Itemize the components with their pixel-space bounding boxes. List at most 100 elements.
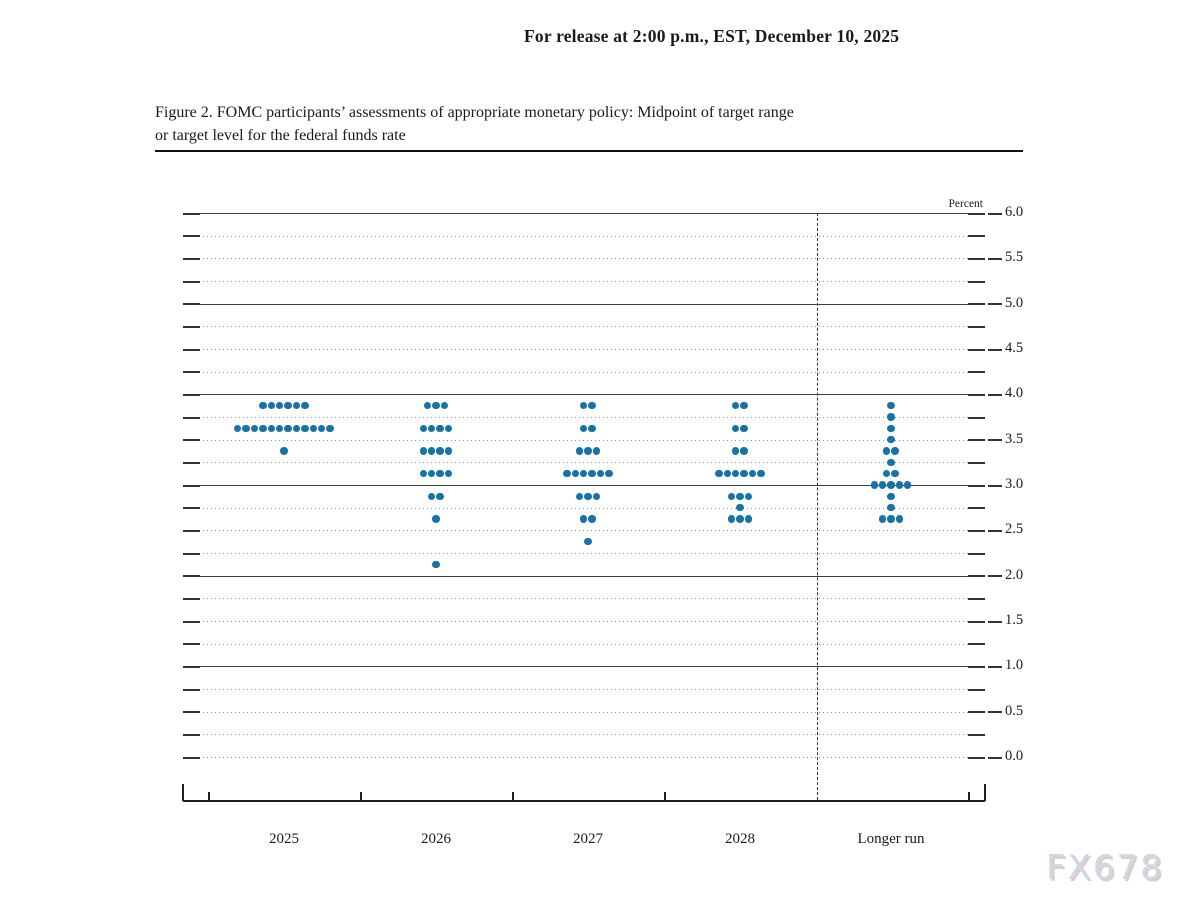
fomc-dot <box>318 424 326 433</box>
gridline <box>183 258 985 260</box>
fomc-dot <box>584 447 592 455</box>
fomc-dot <box>309 424 317 433</box>
fomc-dot <box>267 424 276 433</box>
y-tick-right <box>968 303 985 306</box>
y-tick-left <box>183 416 200 419</box>
dots-2026-2.625 <box>432 515 440 523</box>
gridline <box>183 666 985 668</box>
y-axis-label: 1.5 <box>1005 612 1024 628</box>
fomc-dot <box>732 424 740 433</box>
fomc-dot <box>584 537 592 546</box>
y-tick-right <box>968 461 985 464</box>
y-tick-left <box>183 439 200 442</box>
fomc-dot <box>592 492 601 501</box>
fomc-dot <box>878 515 887 523</box>
dots-longer-run-3.625 <box>887 424 895 433</box>
fomc-dot <box>732 469 740 478</box>
gridline <box>183 575 985 577</box>
y-tick-label-dash <box>988 620 1002 623</box>
fomc-dot <box>234 424 242 433</box>
fomc-dot <box>276 424 284 433</box>
y-tick-right <box>968 439 985 442</box>
gridline <box>183 462 985 464</box>
y-axis-label: 0.0 <box>1005 748 1024 764</box>
dots-2028-2.625 <box>727 515 753 523</box>
fomc-dot <box>904 481 912 489</box>
y-tick-left <box>183 280 200 283</box>
gridline <box>183 394 985 396</box>
dots-longer-run-3.375 <box>883 447 899 455</box>
y-tick-right <box>968 711 985 714</box>
fomc-dot <box>326 424 334 433</box>
watermark: FX678 <box>1046 848 1164 888</box>
fomc-dot <box>280 447 288 455</box>
fomc-dot <box>432 560 440 569</box>
category-label: 2025 <box>269 831 299 847</box>
dots-2026-2.875 <box>428 492 444 501</box>
y-tick-left <box>183 688 200 691</box>
y-tick-label-dash <box>988 756 1002 759</box>
dots-longer-run-3.5 <box>887 435 895 444</box>
fomc-dot <box>563 469 571 478</box>
fomc-dot <box>444 469 453 478</box>
y-tick-right <box>968 393 985 396</box>
fomc-dot <box>419 424 428 433</box>
fomc-dot <box>883 447 891 455</box>
y-tick-right <box>968 416 985 419</box>
gridline <box>183 326 985 328</box>
fomc-dot <box>428 447 436 455</box>
y-tick-right <box>968 733 985 736</box>
gridline <box>183 417 985 418</box>
y-tick-left <box>183 212 200 215</box>
gridline <box>183 371 985 373</box>
y-tick-right <box>968 529 985 532</box>
fomc-dot <box>736 492 744 501</box>
y-tick-right <box>968 643 985 646</box>
fomc-dot <box>588 515 596 523</box>
dots-2027-2.875 <box>575 492 601 501</box>
y-tick-label-dash <box>988 257 1002 260</box>
x-axis-tick <box>360 792 362 801</box>
fomc-dot <box>276 401 284 410</box>
y-axis-label: 2.0 <box>1005 566 1024 583</box>
dots-longer-run-3.75 <box>887 413 895 421</box>
y-tick-left <box>183 461 200 464</box>
fomc-dot <box>428 424 436 433</box>
fomc-dot <box>428 469 436 478</box>
dots-2025-3.625 <box>234 424 334 433</box>
y-tick-label-dash <box>988 212 1002 215</box>
x-axis-tick <box>664 792 666 801</box>
fomc-dot <box>748 469 757 478</box>
fomc-dot <box>887 401 895 410</box>
gridline <box>183 553 985 554</box>
y-tick-left <box>183 665 200 668</box>
x-axis-tick <box>968 792 970 801</box>
dots-2027-3.125 <box>563 469 613 478</box>
dots-2027-2.625 <box>580 515 596 523</box>
fomc-dot <box>575 492 584 501</box>
fomc-dot <box>428 492 436 501</box>
x-axis-right-end <box>984 784 986 801</box>
fomc-dot <box>580 469 588 478</box>
fomc-dot <box>736 503 744 512</box>
gridline <box>183 303 985 305</box>
fomc-dot <box>250 424 259 433</box>
dots-longer-run-3 <box>870 481 912 489</box>
y-tick-left <box>183 620 200 623</box>
y-tick-right <box>968 756 985 759</box>
fomc-dot <box>757 469 765 478</box>
dots-2027-2.375 <box>584 537 592 546</box>
y-axis-label: 3.5 <box>1005 430 1024 447</box>
gridline <box>183 757 985 758</box>
y-tick-label-dash <box>988 665 1002 668</box>
gridline <box>183 281 985 282</box>
fomc-dot <box>605 469 613 478</box>
gridline <box>183 349 985 350</box>
figure-title-line1: Figure 2. FOMC participants’ assessments… <box>155 104 794 121</box>
y-tick-right <box>968 597 985 600</box>
dots-longer-run-3.25 <box>887 458 895 467</box>
fomc-dot <box>444 447 453 455</box>
fomc-dot <box>740 447 748 455</box>
y-tick-label-dash <box>988 711 1002 714</box>
fomc-dot <box>891 447 899 455</box>
